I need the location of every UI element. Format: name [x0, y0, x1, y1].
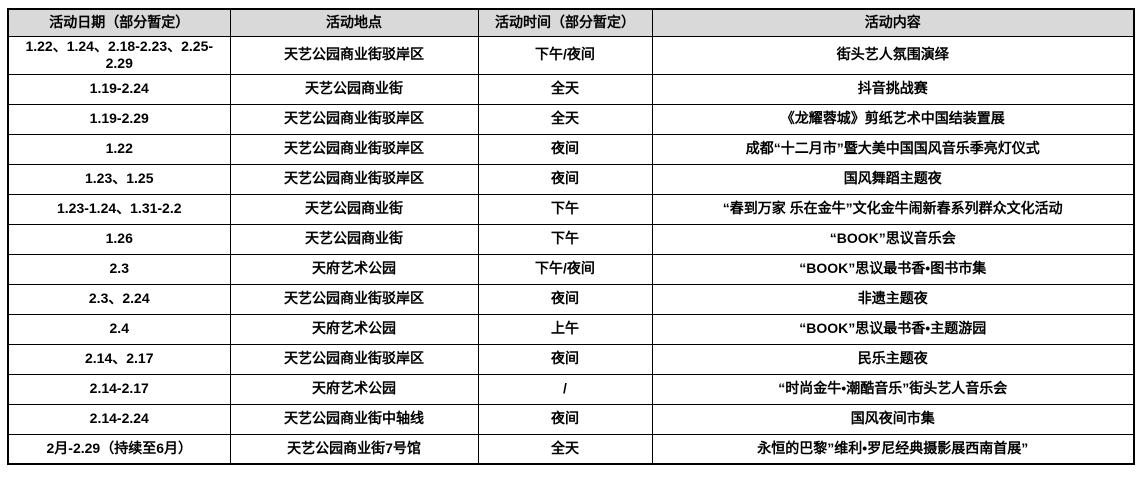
table-row: 2.14、2.17 天艺公园商业街驳岸区 夜间 民乐主题夜 [7, 343, 1135, 375]
time-cell: 下午/夜间 [477, 253, 653, 285]
date-cell: 1.22 [7, 133, 231, 165]
table-row: 1.26 天艺公园商业街 下午 “BOOK”思议音乐会 [7, 223, 1135, 255]
header-time: 活动时间（部分暂定） [477, 8, 653, 37]
content-cell: “BOOK”思议最书香•主题游园 [651, 313, 1135, 345]
date-cell: 1.26 [7, 223, 231, 255]
time-cell: 下午 [477, 193, 653, 225]
table-row: 1.23-1.24、1.31-2.2 天艺公园商业街 下午 “春到万家 乐在金牛”文化… [7, 193, 1135, 225]
location-cell: 天艺公园商业街驳岸区 [229, 343, 479, 375]
date-cell: 1.19-2.24 [7, 73, 231, 105]
content-cell: 抖音挑战赛 [651, 73, 1135, 105]
location-cell: 天艺公园商业街 [229, 193, 479, 225]
header-location: 活动地点 [229, 8, 479, 37]
content-cell: “春到万家 乐在金牛”文化金牛闹新春系列群众文化活动 [651, 193, 1135, 225]
location-cell: 天艺公园商业街驳岸区 [229, 133, 479, 165]
location-cell: 天艺公园商业街 [229, 223, 479, 255]
location-cell: 天艺公园商业街驳岸区 [229, 35, 479, 75]
date-cell: 2.14、2.17 [7, 343, 231, 375]
content-cell: 国风夜间市集 [651, 403, 1135, 435]
date-cell: 2.4 [7, 313, 231, 345]
location-cell: 天艺公园商业街7号馆 [229, 433, 479, 465]
content-cell: “BOOK”思议最书香•图书市集 [651, 253, 1135, 285]
location-cell: 天艺公园商业街 [229, 73, 479, 105]
time-cell: 下午/夜间 [477, 35, 653, 75]
table-row: 1.19-2.24 天艺公园商业街 全天 抖音挑战赛 [7, 73, 1135, 105]
table-body: 1.22、1.24、2.18-2.23、2.25-2.29 天艺公园商业街驳岸区下… [7, 35, 1135, 465]
table-row: 2.14-2.17 天府艺术公园 / “时尚金牛•潮酷音乐”街头艺人音乐会 [7, 373, 1135, 405]
date-cell: 1.19-2.29 [7, 103, 231, 135]
header-row: 活动日期（部分暂定） 活动地点 活动时间（部分暂定） 活动内容 [7, 8, 1135, 37]
time-cell: 全天 [477, 73, 653, 105]
location-cell: 天府艺术公园 [229, 253, 479, 285]
time-cell: 下午 [477, 223, 653, 255]
location-cell: 天艺公园商业街驳岸区 [229, 163, 479, 195]
content-cell: 《龙耀蓉城》剪纸艺术中国结装置展 [651, 103, 1135, 135]
location-cell: 天艺公园商业街中轴线 [229, 403, 479, 435]
table-row: 2.14-2.24 天艺公园商业街中轴线 夜间 国风夜间市集 [7, 403, 1135, 435]
date-cell: 1.23、1.25 [7, 163, 231, 195]
location-cell: 天府艺术公园 [229, 313, 479, 345]
date-cell: 1.22、1.24、2.18-2.23、2.25-2.29 [7, 35, 231, 75]
date-cell: 2.14-2.17 [7, 373, 231, 405]
content-cell: 成都“十二月市”暨大美中国国风音乐季亮灯仪式 [651, 133, 1135, 165]
date-cell: 1.23-1.24、1.31-2.2 [7, 193, 231, 225]
table-row: 2.4 天府艺术公园 上午 “BOOK”思议最书香•主题游园 [7, 313, 1135, 345]
date-cell: 2.3 [7, 253, 231, 285]
time-cell: 全天 [477, 433, 653, 465]
content-cell: “时尚金牛•潮酷音乐”街头艺人音乐会 [651, 373, 1135, 405]
content-cell: “BOOK”思议音乐会 [651, 223, 1135, 255]
time-cell: 夜间 [477, 343, 653, 375]
time-cell: 夜间 [477, 283, 653, 315]
table-row: 1.22、1.24、2.18-2.23、2.25-2.29 天艺公园商业街驳岸区下… [7, 35, 1135, 75]
header-content: 活动内容 [651, 8, 1135, 37]
events-table: 活动日期（部分暂定） 活动地点 活动时间（部分暂定） 活动内容 1.22、1.2… [7, 8, 1135, 465]
time-cell: 夜间 [477, 133, 653, 165]
time-cell: 夜间 [477, 163, 653, 195]
content-cell: 民乐主题夜 [651, 343, 1135, 375]
time-cell: 夜间 [477, 403, 653, 435]
content-cell: 街头艺人氛围演绎 [651, 35, 1135, 75]
content-cell: 国风舞蹈主题夜 [651, 163, 1135, 195]
table-row: 1.23、1.25 天艺公园商业街驳岸区 夜间 国风舞蹈主题夜 [7, 163, 1135, 195]
time-cell: / [477, 373, 653, 405]
content-cell: 非遗主题夜 [651, 283, 1135, 315]
location-cell: 天府艺术公园 [229, 373, 479, 405]
date-cell: 2.3、2.24 [7, 283, 231, 315]
table-row: 2.3、2.24 天艺公园商业街驳岸区 夜间 非遗主题夜 [7, 283, 1135, 315]
table-row: 2.3 天府艺术公园 下午/夜间 “BOOK”思议最书香•图书市集 [7, 253, 1135, 285]
location-cell: 天艺公园商业街驳岸区 [229, 103, 479, 135]
date-cell: 2月-2.29（持续至6月） [7, 433, 231, 465]
table-row: 1.22 天艺公园商业街驳岸区 夜间 成都“十二月市”暨大美中国国风音乐季亮灯仪式 [7, 133, 1135, 165]
content-cell: 永恒的巴黎”维利•罗尼经典摄影展西南首展” [651, 433, 1135, 465]
location-cell: 天艺公园商业街驳岸区 [229, 283, 479, 315]
time-cell: 上午 [477, 313, 653, 345]
date-cell: 2.14-2.24 [7, 403, 231, 435]
table-row: 2月-2.29（持续至6月） 天艺公园商业街7号馆 全天 永恒的巴黎”维利•罗尼经典摄… [7, 433, 1135, 465]
header-date: 活动日期（部分暂定） [7, 8, 231, 37]
table-row: 1.19-2.29 天艺公园商业街驳岸区 全天 《龙耀蓉城》剪纸艺术中国结装置展 [7, 103, 1135, 135]
time-cell: 全天 [477, 103, 653, 135]
